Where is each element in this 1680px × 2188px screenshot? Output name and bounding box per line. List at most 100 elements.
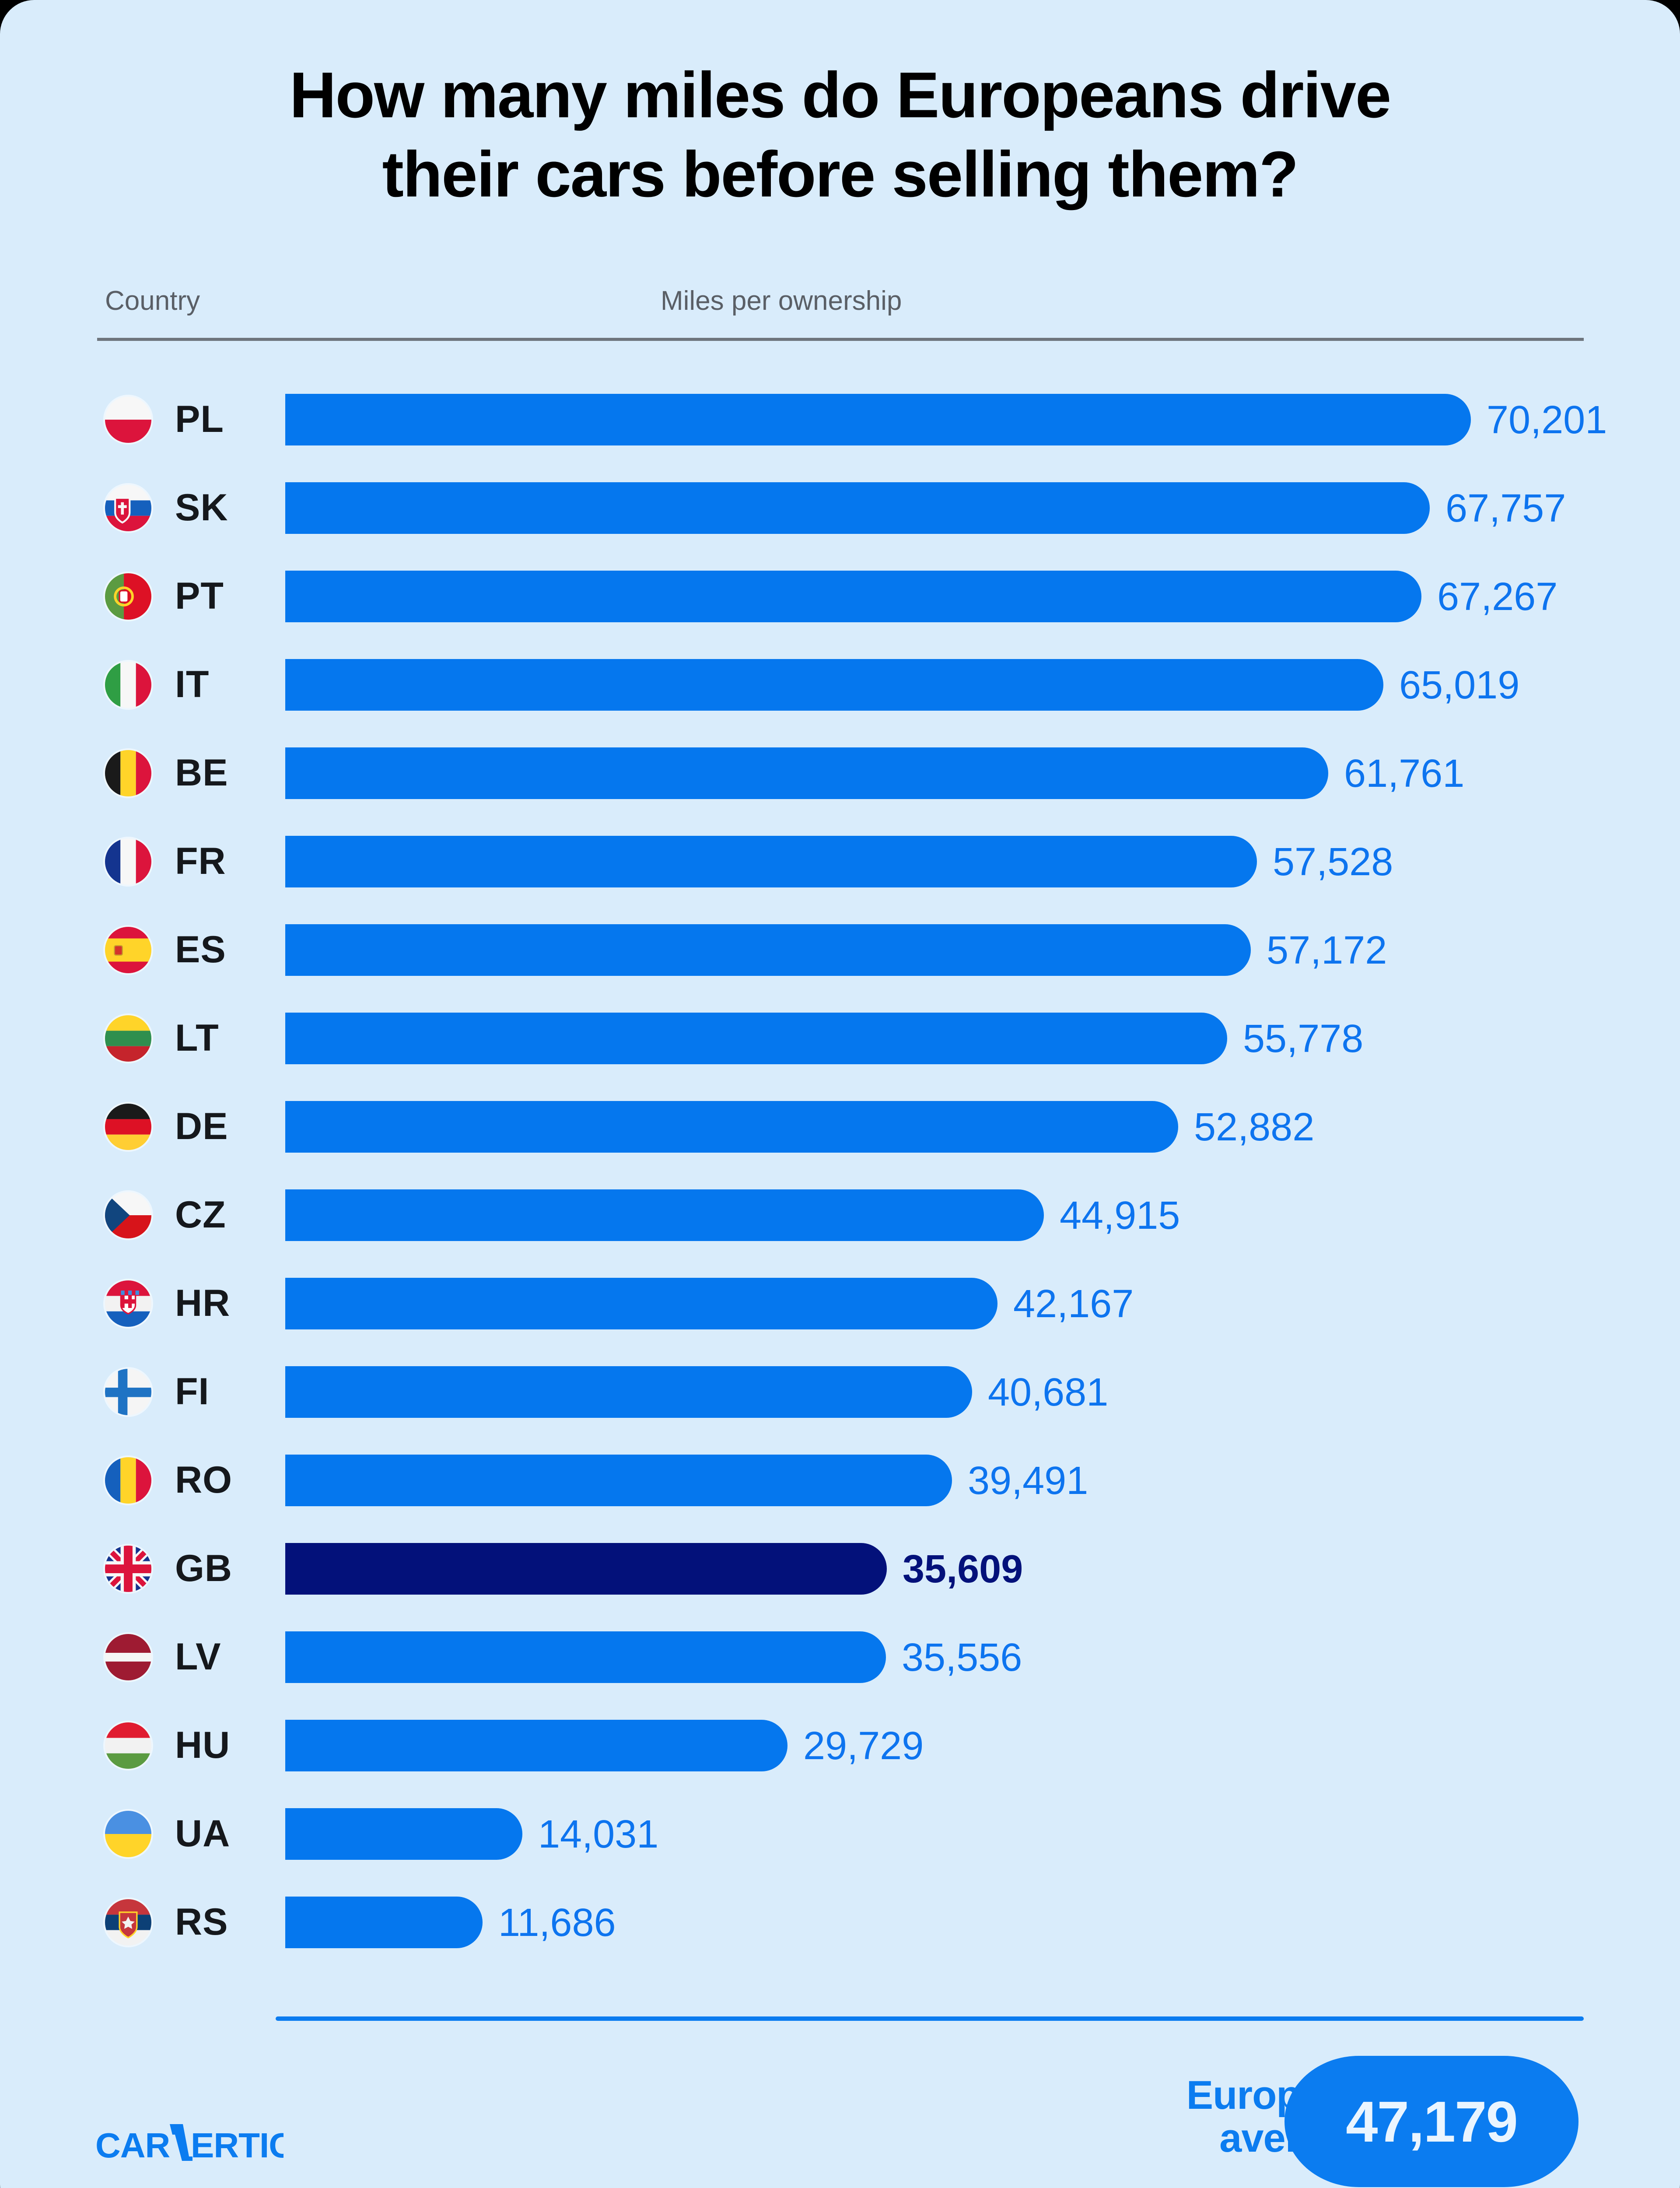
flag-it-icon [105,662,151,708]
country-code: SK [175,487,228,529]
value-bar [285,836,1257,887]
value-label: 65,019 [1399,663,1520,707]
value-label: 61,761 [1344,752,1465,796]
table-row: DE 52,882 [0,1092,1680,1181]
european-average-value: 47,179 [1284,2056,1578,2187]
flag-hu-icon [105,1722,151,1769]
value-label: 39,491 [968,1459,1088,1503]
country-code: FI [175,1371,210,1413]
flag-gb-icon [105,1546,151,1592]
country-code: DE [175,1105,228,1147]
value-bar [285,1720,788,1771]
table-row: GB 35,609 [0,1534,1680,1623]
country-code: RS [175,1901,228,1943]
column-header-country: Country [105,286,200,316]
country-code: UA [175,1813,231,1855]
title-line-2: their cars before selling them? [382,138,1299,210]
page-title: How many miles do Europeans drive their … [0,56,1680,214]
country-code: HU [175,1724,231,1766]
table-row: IT 65,019 [0,650,1680,739]
table-row: SK 67,757 [0,473,1680,562]
table-row: HR 42,167 [0,1269,1680,1357]
value-bar [285,1189,1044,1241]
country-code: BE [175,752,228,794]
flag-hr-icon [105,1280,151,1327]
table-row: RS 11,686 [0,1888,1680,1976]
table-row: FI 40,681 [0,1357,1680,1446]
flag-ua-icon [105,1811,151,1857]
table-row: PL 70,201 [0,385,1680,473]
value-bar [285,1013,1227,1064]
flag-be-icon [105,750,151,796]
value-label: 42,167 [1013,1282,1134,1326]
value-label: 52,882 [1194,1105,1315,1149]
table-row: HU 29,729 [0,1711,1680,1799]
value-bar [285,482,1430,534]
value-label: 29,729 [803,1724,924,1768]
value-bar [285,1808,522,1860]
table-row: CZ 44,915 [0,1181,1680,1269]
country-code: GB [175,1547,232,1589]
value-label: 70,201 [1487,398,1607,442]
title-line-1: How many miles do Europeans drive [289,59,1391,131]
value-label: 35,556 [902,1636,1022,1680]
value-bar [285,1897,483,1948]
flag-lt-icon [105,1015,151,1062]
svg-text:CAR: CAR [95,2126,170,2165]
table-row: BE 61,761 [0,739,1680,827]
value-bar [285,394,1471,445]
value-bar [285,924,1251,976]
value-label: 14,031 [538,1813,659,1856]
flag-lv-icon [105,1634,151,1680]
flag-pl-icon [105,396,151,443]
value-bar [285,1455,952,1506]
table-row: LV 35,556 [0,1623,1680,1711]
table-row: FR 57,528 [0,827,1680,915]
country-code: LT [175,1017,219,1059]
value-label: 40,681 [988,1371,1109,1414]
flag-cz-icon [105,1192,151,1238]
country-code: PL [175,398,224,440]
country-code: LV [175,1636,221,1678]
value-label: 55,778 [1243,1017,1364,1061]
value-label: 44,915 [1060,1194,1180,1238]
carvertical-logo[interactable]: CAR ERTICAL [95,2117,284,2169]
table-row: LT 55,778 [0,1004,1680,1092]
column-headers: Country Miles per ownership [0,285,1680,320]
column-header-miles: Miles per ownership [661,286,902,316]
value-bar [285,571,1421,622]
country-code: ES [175,929,226,971]
flag-fi-icon [105,1369,151,1415]
flag-sk-icon [105,485,151,531]
country-code: FR [175,840,226,882]
country-code: HR [175,1282,231,1324]
value-label: 57,528 [1273,840,1393,884]
table-row: PT 67,267 [0,562,1680,650]
value-bar [285,659,1383,711]
bar-chart-rows: PL 70,201 SK 67,757 PT 67,267 IT 65,019 BE 61,761… [0,385,1680,1976]
flag-es-icon [105,927,151,973]
table-row: RO 39,491 [0,1446,1680,1534]
value-bar [285,1543,887,1595]
country-code: CZ [175,1194,226,1236]
footer-divider [276,2016,1584,2021]
value-bar [285,1366,972,1418]
value-label: 57,172 [1267,929,1387,972]
value-bar [285,1101,1178,1153]
value-label: 35,609 [903,1547,1023,1591]
table-row: UA 14,031 [0,1799,1680,1888]
flag-rs-icon [105,1899,151,1946]
value-label: 11,686 [498,1901,616,1945]
flag-ro-icon [105,1457,151,1504]
value-label: 67,757 [1446,487,1566,530]
country-code: IT [175,663,210,705]
flag-pt-icon [105,573,151,620]
svg-text:ERTICAL: ERTICAL [191,2126,284,2165]
country-code: RO [175,1459,232,1501]
table-row: ES 57,172 [0,915,1680,1004]
value-label: 67,267 [1437,575,1558,619]
value-bar [285,1631,886,1683]
flag-fr-icon [105,838,151,885]
country-code: PT [175,575,224,617]
